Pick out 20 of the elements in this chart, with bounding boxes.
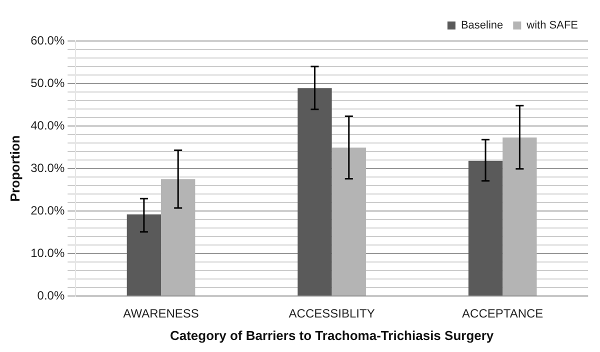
y-tick-label: 60.0% <box>30 33 65 48</box>
y-axis-title: Proportion <box>7 135 22 202</box>
bar <box>332 148 366 296</box>
bar <box>468 160 503 296</box>
x-axis-title: Category of Barriers to Trachoma-Trichiasis Surgery <box>170 328 494 343</box>
y-tick-label: 20.0% <box>30 203 65 218</box>
y-tick-label: 0.0% <box>37 288 65 302</box>
bar <box>298 88 332 296</box>
legend-label: with SAFE <box>526 20 578 32</box>
y-tick-label: 10.0% <box>30 246 65 260</box>
y-tick-label: 40.0% <box>30 118 65 132</box>
y-tick-label: 30.0% <box>30 160 65 175</box>
x-tick-label: ACCESSIBLITY <box>288 306 375 321</box>
legend-label: Baseline <box>460 20 504 32</box>
bar <box>161 179 196 296</box>
x-tick-label: ACCEPTANCE <box>462 306 544 321</box>
y-tick-label: 50.0% <box>30 76 65 90</box>
bar <box>126 214 162 296</box>
x-tick-label: AWARENESS <box>123 306 199 321</box>
bar <box>502 137 537 296</box>
